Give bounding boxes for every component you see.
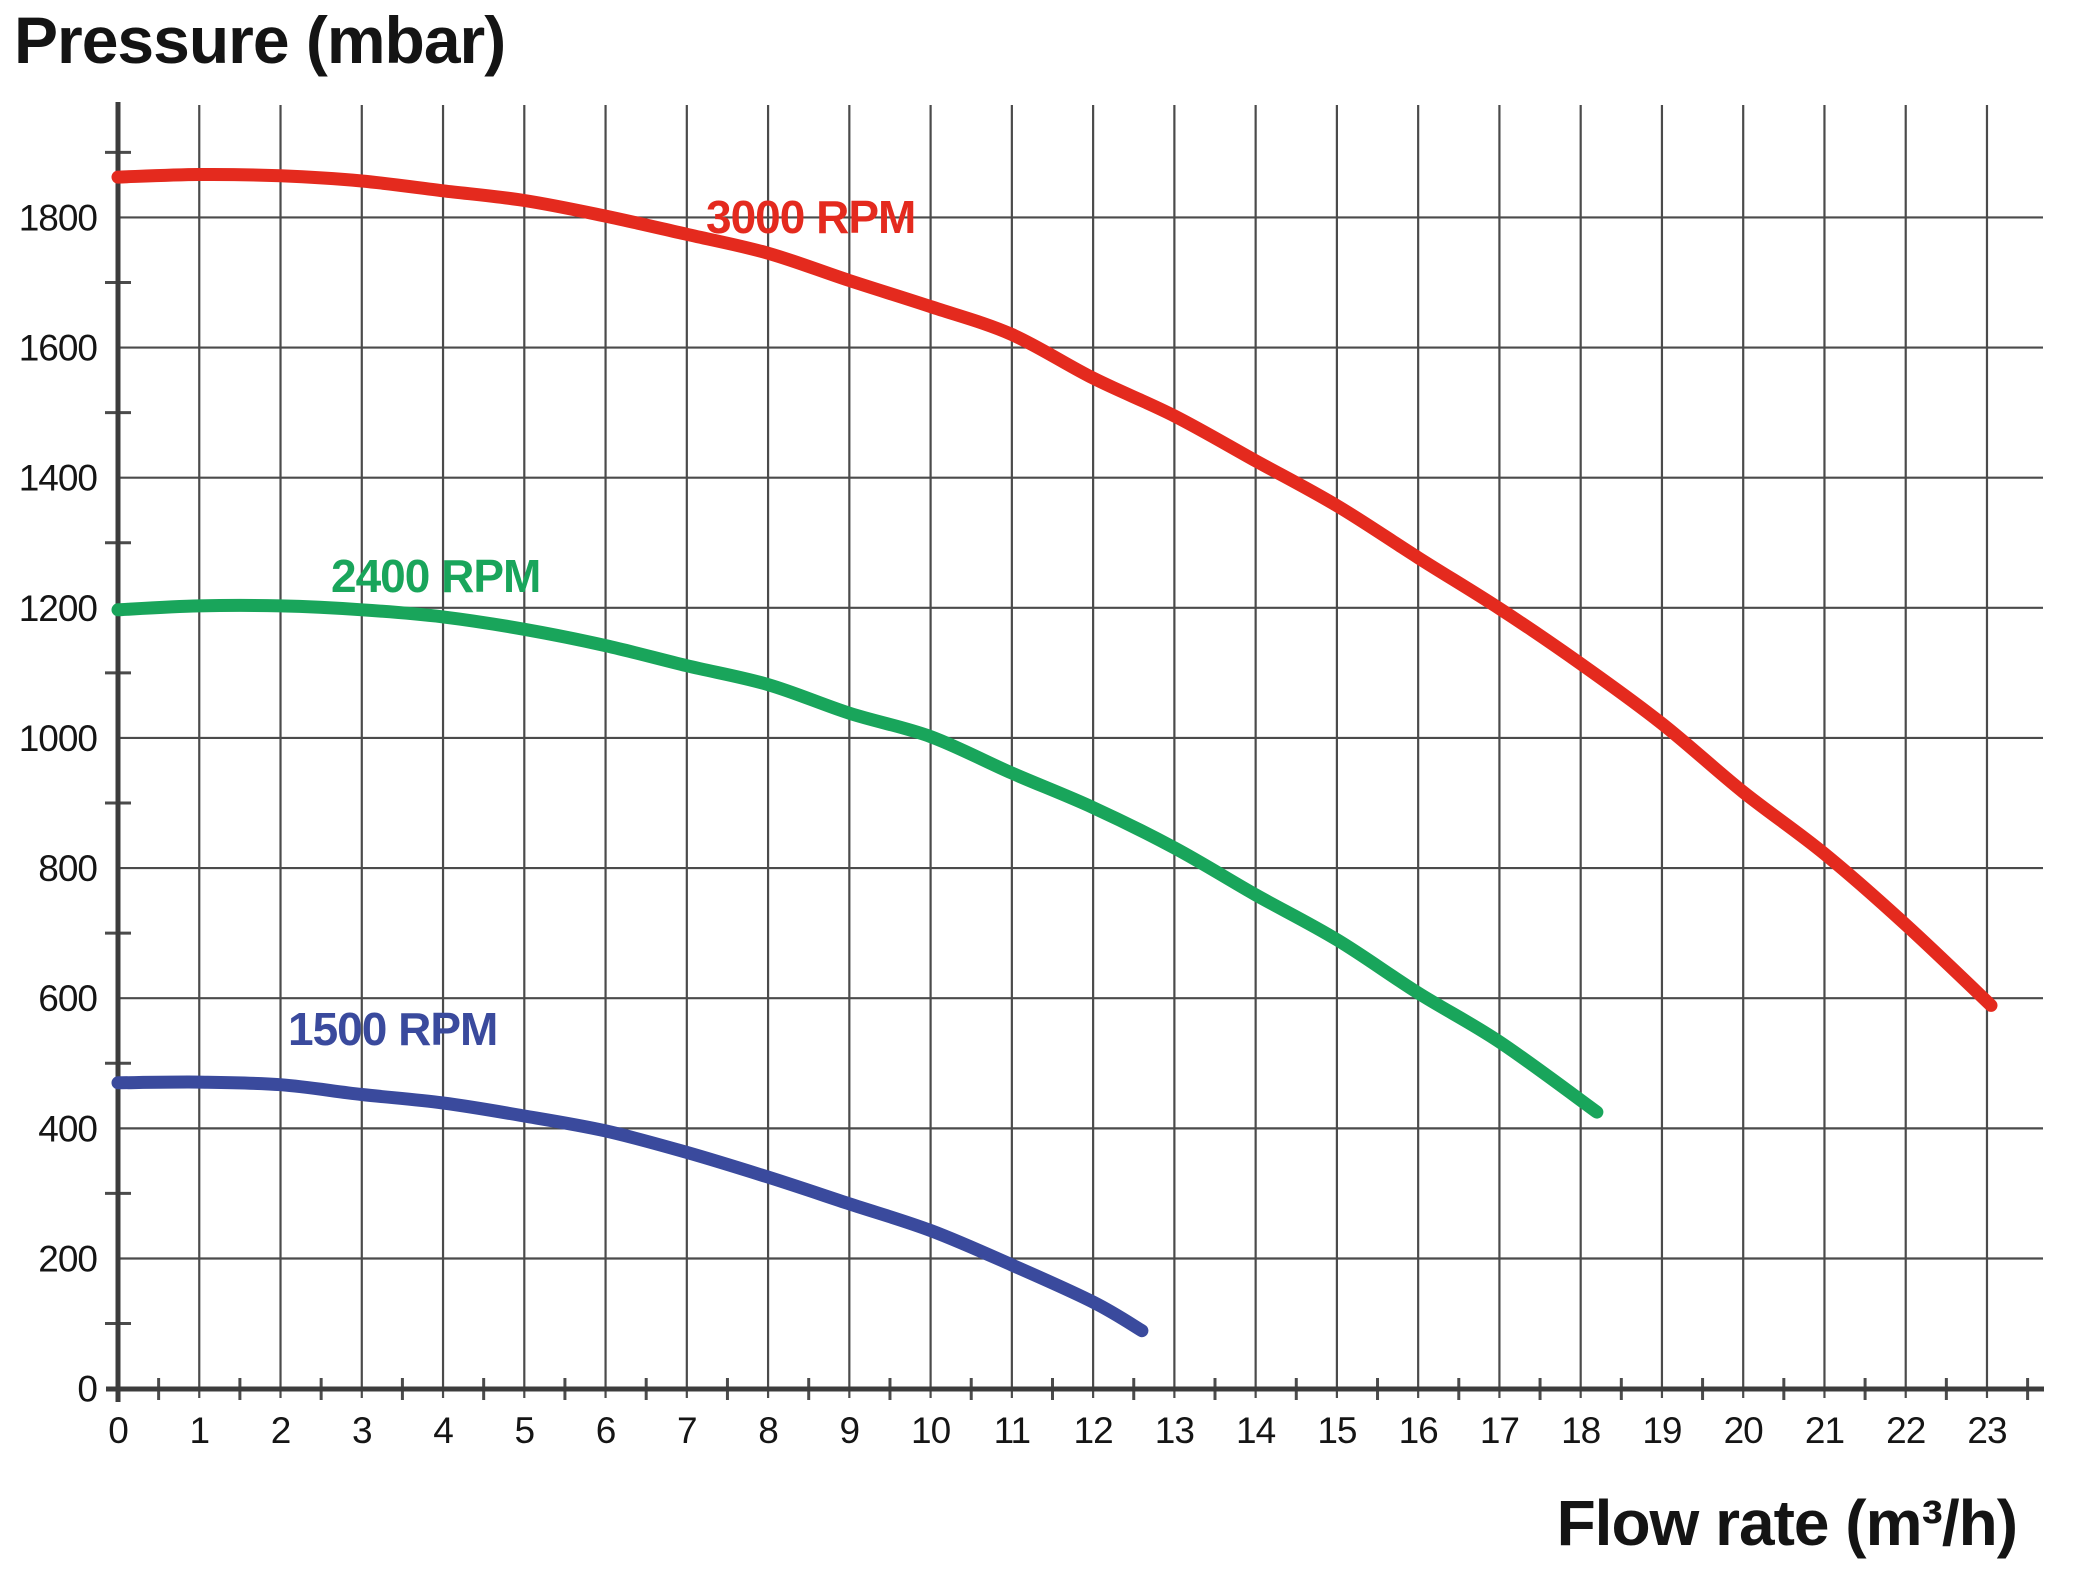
curve-label-2400-rpm: 2400 RPM xyxy=(331,550,541,602)
y-tick-label: 400 xyxy=(38,1108,97,1149)
x-tick-label: 2 xyxy=(271,1410,291,1451)
x-tick-label: 0 xyxy=(108,1410,128,1451)
x-tick-label: 15 xyxy=(1317,1410,1357,1451)
x-tick-label: 17 xyxy=(1480,1410,1519,1451)
curve-3000-rpm xyxy=(111,167,1998,1012)
x-tick-label: 21 xyxy=(1805,1410,1844,1451)
y-tick-label: 1000 xyxy=(19,718,98,759)
y-tick-label: 0 xyxy=(77,1369,97,1410)
x-tick-label: 9 xyxy=(840,1410,860,1451)
x-tick-label: 19 xyxy=(1642,1410,1681,1451)
x-axis-title: Flow rate (m³/h) xyxy=(1556,1487,2018,1559)
x-tick-label: 4 xyxy=(433,1410,453,1451)
x-tick-label: 6 xyxy=(596,1410,616,1451)
x-tick-label: 16 xyxy=(1399,1410,1438,1451)
x-tick-label: 8 xyxy=(758,1410,778,1451)
curve-label-1500-rpm: 1500 RPM xyxy=(288,1003,498,1055)
x-tick-label: 13 xyxy=(1155,1410,1194,1451)
x-tick-label: 18 xyxy=(1561,1410,1600,1451)
y-axis-title: Pressure (mbar) xyxy=(14,3,506,77)
y-tick-label: 1600 xyxy=(19,328,98,369)
x-tick-label: 23 xyxy=(1967,1410,2006,1451)
y-tick-label: 600 xyxy=(38,978,97,1019)
x-tick-label: 14 xyxy=(1236,1410,1276,1451)
y-tick-label: 1400 xyxy=(19,458,98,499)
x-tick-label: 10 xyxy=(911,1410,951,1451)
y-tick-label: 200 xyxy=(38,1238,97,1279)
x-tick-label: 3 xyxy=(352,1410,372,1451)
x-tick-label: 12 xyxy=(1074,1410,1113,1451)
x-tick-label: 7 xyxy=(677,1410,697,1451)
curve-label-3000-rpm: 3000 RPM xyxy=(706,191,916,243)
curve-2400-rpm xyxy=(111,598,1604,1119)
x-tick-label: 20 xyxy=(1724,1410,1764,1451)
y-tick-label: 800 xyxy=(38,848,97,889)
x-tick-label: 1 xyxy=(189,1410,209,1451)
x-tick-label: 11 xyxy=(994,1410,1030,1451)
curve-1500-rpm xyxy=(111,1075,1149,1338)
x-tick-label: 22 xyxy=(1886,1410,1925,1451)
y-tick-label: 1800 xyxy=(19,197,98,238)
y-tick-label: 1200 xyxy=(19,588,98,629)
x-tick-label: 5 xyxy=(515,1410,535,1451)
